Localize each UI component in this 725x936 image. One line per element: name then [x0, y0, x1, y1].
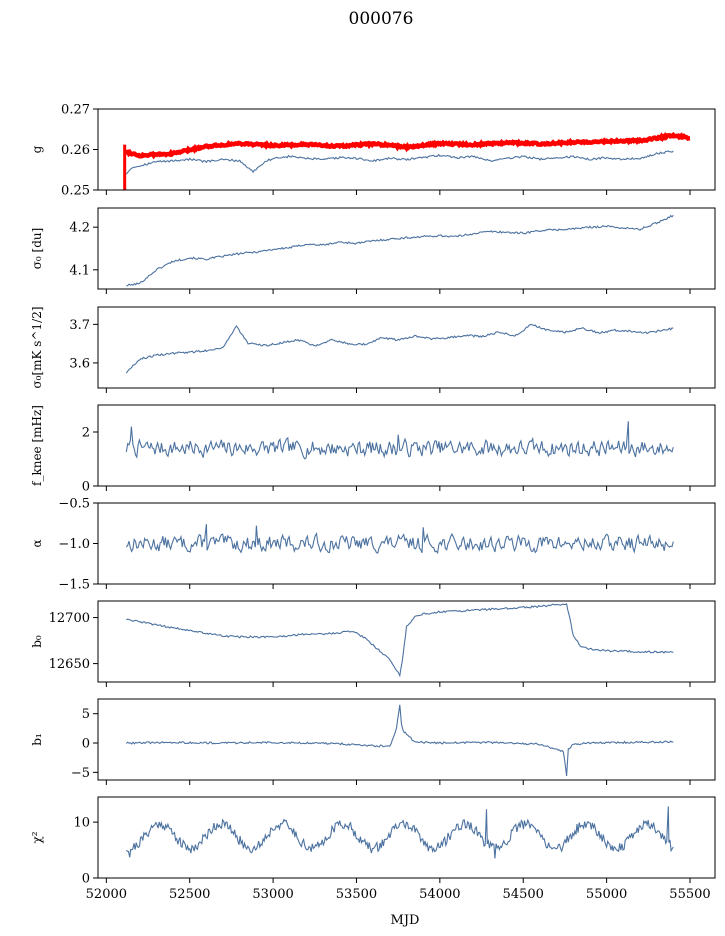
y-tick-label: 0: [82, 872, 90, 887]
y-tick-label: 0.27: [61, 103, 90, 118]
x-tick-label: 53000: [252, 887, 293, 902]
y-tick-label: −1.0: [58, 537, 90, 552]
y-axis-label: g: [30, 145, 44, 153]
x-tick-label: 54000: [419, 887, 460, 902]
x-axis-label: MJD: [391, 913, 420, 928]
series-line-sigma0-du: [126, 214, 674, 287]
panel-fknee: 0 2 f_knee [mHz]: [30, 404, 716, 495]
panel-sigma0-mk: 3.6 3.7 σ₀[mK s^1/2]: [30, 306, 716, 393]
y-axis-label: b₀: [30, 635, 44, 648]
axes-frame: [97, 600, 716, 683]
x-tick-label: 55000: [586, 887, 627, 902]
panel-sigma0-du: 4.1 4.2 σ₀ [du]: [30, 207, 716, 294]
panel-b1: −5 0 5 b₁: [30, 698, 716, 785]
series-line-alpha: [125, 524, 674, 555]
panel-chi2: 0 10 52000 52500 53000 53500 54000 54500 55000 55…: [30, 796, 716, 902]
y-tick-label: 4.2: [69, 221, 90, 236]
panel-g: 0.25 0.26 0.27 g: [30, 103, 716, 199]
y-axis-label: b₁: [30, 733, 44, 746]
x-tick-label: 55500: [669, 887, 710, 902]
x-tick-label: 53500: [336, 887, 377, 902]
figure-title: 000076: [349, 9, 414, 29]
series-line-b1: [125, 704, 674, 777]
x-tick-label: 54500: [503, 887, 544, 902]
y-tick-label: 2: [82, 426, 90, 441]
y-tick-label: 0: [82, 480, 90, 495]
y-tick-label: 10: [73, 816, 90, 831]
axes-frame: [97, 404, 716, 487]
y-tick-label: −0.5: [58, 497, 90, 512]
y-tick-label: 0.25: [61, 184, 90, 199]
panels: 0.25 0.26 0.27 g 4.1 4.2 σ₀ [du] 3.6 3.7 σ₀[mK s^…: [30, 103, 716, 902]
y-axis-label: f_knee [mHz]: [30, 405, 44, 486]
y-axis-label: χ²: [30, 831, 44, 843]
y-tick-label: 4.1: [69, 263, 90, 278]
y-axis-label: σ₀ [du]: [30, 228, 44, 270]
series-line-b0: [126, 603, 674, 678]
series-line-fknee: [125, 421, 674, 460]
axes-frame: [97, 306, 716, 389]
y-tick-label: −5: [71, 766, 90, 781]
y-tick-label: 12700: [49, 611, 90, 626]
y-axis-label: σ₀[mK s^1/2]: [30, 306, 44, 388]
x-tick-label: 52000: [86, 887, 127, 902]
series-line-chi2: [125, 806, 674, 859]
axes-frame: [97, 207, 716, 290]
y-tick-label: −1.5: [58, 578, 90, 593]
series-line-sigma0-mk: [125, 323, 674, 374]
y-tick-label: 5: [82, 707, 90, 722]
y-tick-label: 12650: [49, 657, 90, 672]
series-line-reference: [124, 131, 691, 160]
y-tick-label: 3.6: [69, 356, 90, 371]
axes-frame: [97, 698, 716, 781]
y-tick-label: 0.26: [61, 143, 90, 158]
x-tick-label: 52500: [169, 887, 210, 902]
y-tick-label: 3.7: [69, 318, 90, 333]
axes-frame: [97, 796, 716, 879]
panel-alpha: −1.5 −1.0 −0.5 α: [30, 497, 716, 593]
y-axis-label: α: [30, 539, 44, 547]
series-line-g: [125, 150, 674, 175]
panel-b0: 12650 12700 b₀: [30, 600, 716, 687]
y-tick-label: 0: [82, 737, 90, 752]
